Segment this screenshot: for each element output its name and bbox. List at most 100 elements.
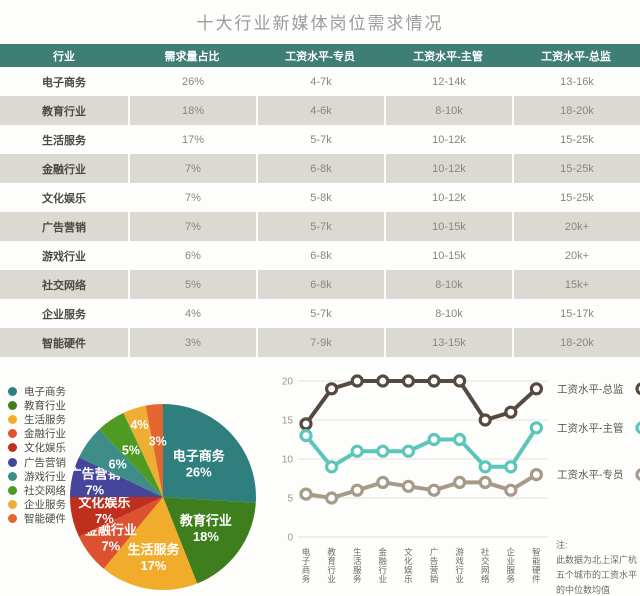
table-row: 智能硬件 3% 7-9k 13-15k 18-20k bbox=[0, 328, 640, 357]
line-legend-label: 工资水平-主管 bbox=[557, 421, 624, 434]
table-header: 行业 需求量占比 工资水平-专员 工资水平-主管 工资水平-总监 bbox=[0, 44, 640, 67]
table-cell: 15-17k bbox=[512, 299, 640, 328]
table-cell: 18-20k bbox=[512, 96, 640, 125]
data-point-marker bbox=[504, 483, 518, 497]
legend-label: 游戏行业 bbox=[24, 470, 66, 483]
table-cell: 电子商务 bbox=[0, 67, 128, 96]
data-point-marker bbox=[324, 491, 339, 505]
pie-slice bbox=[145, 403, 163, 497]
line-series bbox=[304, 379, 538, 426]
data-point-marker bbox=[324, 382, 339, 396]
header-row: 行业 需求量占比 工资水平-专员 工资水平-主管 工资水平-总监 bbox=[0, 44, 640, 67]
pie-slice bbox=[78, 497, 163, 569]
data-point-marker bbox=[299, 487, 313, 501]
pie-legend: 电子商务 教育行业 生活服务 金融行业 文化娱乐 广告营销 游戏行业 社交网络 企业服务 智能硬件 bbox=[8, 384, 66, 526]
column-header: 工资水平-主管 bbox=[384, 44, 512, 67]
x-axis-label: 文化娱乐 bbox=[404, 547, 413, 584]
legend-item: 金融行业 bbox=[8, 427, 66, 441]
pie-slice bbox=[163, 497, 256, 584]
legend-color-dot bbox=[8, 500, 17, 510]
x-axis-label: 电子商务 bbox=[302, 547, 311, 584]
table-cell: 15-25k bbox=[512, 183, 640, 212]
data-point-marker bbox=[376, 374, 390, 388]
table-row: 游戏行业 6% 6-8k 10-15k 20k+ bbox=[0, 241, 640, 270]
x-axis-label: 社交网络 bbox=[481, 547, 490, 584]
data-point-marker bbox=[376, 475, 390, 490]
table-cell: 12-14k bbox=[384, 67, 512, 96]
table-cell: 6% bbox=[128, 241, 256, 270]
table-cell: 20k+ bbox=[512, 241, 640, 270]
table-cell: 26% bbox=[128, 67, 256, 96]
edge-marker bbox=[635, 382, 640, 396]
table-cell: 18% bbox=[128, 96, 256, 125]
table-cell: 6-8k bbox=[256, 241, 384, 270]
pie-slice-label: 教育行业 18% bbox=[179, 513, 232, 544]
table-row: 广告营销 7% 5-7k 10-15k 20k+ bbox=[0, 212, 640, 241]
footnote-line: 此数据为北上深广杭 bbox=[556, 555, 638, 565]
data-point-marker bbox=[529, 467, 543, 482]
table-cell: 15-25k bbox=[512, 154, 640, 183]
pie-slice-label: 3% bbox=[149, 435, 167, 449]
legend-label: 社交网络 bbox=[24, 484, 66, 497]
x-axis-label: 广告营销 bbox=[430, 547, 439, 584]
table-cell: 教育行业 bbox=[0, 96, 128, 125]
pie-slice bbox=[123, 405, 163, 497]
pie-slice bbox=[78, 429, 163, 497]
pie-slice-label: 6% bbox=[109, 458, 127, 472]
data-point-marker bbox=[299, 428, 313, 443]
table-cell: 20k+ bbox=[512, 212, 640, 241]
table-cell: 18-20k bbox=[512, 328, 640, 357]
pie-slice-label: 4% bbox=[130, 418, 148, 432]
data-point-marker bbox=[350, 444, 364, 458]
footnote: 注: 此数据为北上深广杭 五个城市的工资水平 的中位数均值 bbox=[556, 538, 640, 596]
demand-table: 行业 需求量占比 工资水平-专员 工资水平-主管 工资水平-总监 电子商务 26% 4-7k… bbox=[0, 44, 640, 357]
data-point-marker bbox=[478, 475, 492, 490]
legend-label: 生活服务 bbox=[24, 413, 66, 426]
legend-label: 文化娱乐 bbox=[24, 442, 66, 455]
data-point-marker bbox=[299, 417, 313, 431]
data-point-marker bbox=[504, 405, 518, 419]
data-point-marker bbox=[478, 460, 492, 474]
table-cell: 7% bbox=[128, 212, 256, 241]
footnote-line: 注: bbox=[556, 540, 568, 550]
table-cell: 10-15k bbox=[384, 241, 512, 270]
legend-label: 教育行业 bbox=[24, 399, 66, 412]
pie-slice bbox=[70, 457, 163, 497]
pie-slice-label: 5% bbox=[122, 443, 140, 457]
data-point-marker bbox=[529, 421, 543, 435]
x-axis-label: 金融行业 bbox=[379, 547, 388, 584]
legend-label: 企业服务 bbox=[24, 499, 66, 512]
table-row: 生活服务 17% 5-7k 10-12k 15-25k bbox=[0, 125, 640, 154]
data-point-marker bbox=[504, 460, 518, 474]
table-cell: 4% bbox=[128, 299, 256, 328]
legend-item: 企业服务 bbox=[8, 498, 66, 512]
demand-table-body: 电子商务 26% 4-7k 12-14k 13-16k 教育行业 18% 4-6k 8-10k 1… bbox=[0, 67, 640, 357]
legend-color-dot bbox=[8, 514, 17, 524]
data-point-marker bbox=[453, 475, 467, 490]
pie-slice bbox=[70, 497, 163, 537]
legend-label: 电子商务 bbox=[24, 385, 66, 398]
table-row: 电子商务 26% 4-7k 12-14k 13-16k bbox=[0, 67, 640, 96]
legend-item: 社交网络 bbox=[8, 483, 66, 497]
pie-slice-label: 电子商务 26% bbox=[173, 448, 226, 479]
table-cell: 6-8k bbox=[256, 154, 384, 183]
data-point-marker bbox=[427, 483, 441, 497]
data-point-marker bbox=[401, 444, 415, 458]
legend-label: 金融行业 bbox=[24, 428, 66, 441]
table-cell: 企业服务 bbox=[0, 299, 128, 328]
data-point-marker bbox=[529, 382, 543, 396]
table-cell: 生活服务 bbox=[0, 125, 128, 154]
table-cell: 15k+ bbox=[512, 270, 640, 299]
legend-color-dot bbox=[8, 485, 17, 495]
table-cell: 17% bbox=[128, 125, 256, 154]
legend-color-dot bbox=[8, 386, 17, 396]
table-cell: 10-12k bbox=[384, 183, 512, 212]
table-cell: 社交网络 bbox=[0, 270, 128, 299]
table-cell: 10-12k bbox=[384, 154, 512, 183]
legend-color-dot bbox=[8, 443, 17, 453]
table-cell: 7% bbox=[128, 154, 256, 183]
table-row: 社交网络 5% 6-8k 8-10k 15k+ bbox=[0, 270, 640, 299]
x-axis-label: 企业服务 bbox=[507, 547, 516, 584]
